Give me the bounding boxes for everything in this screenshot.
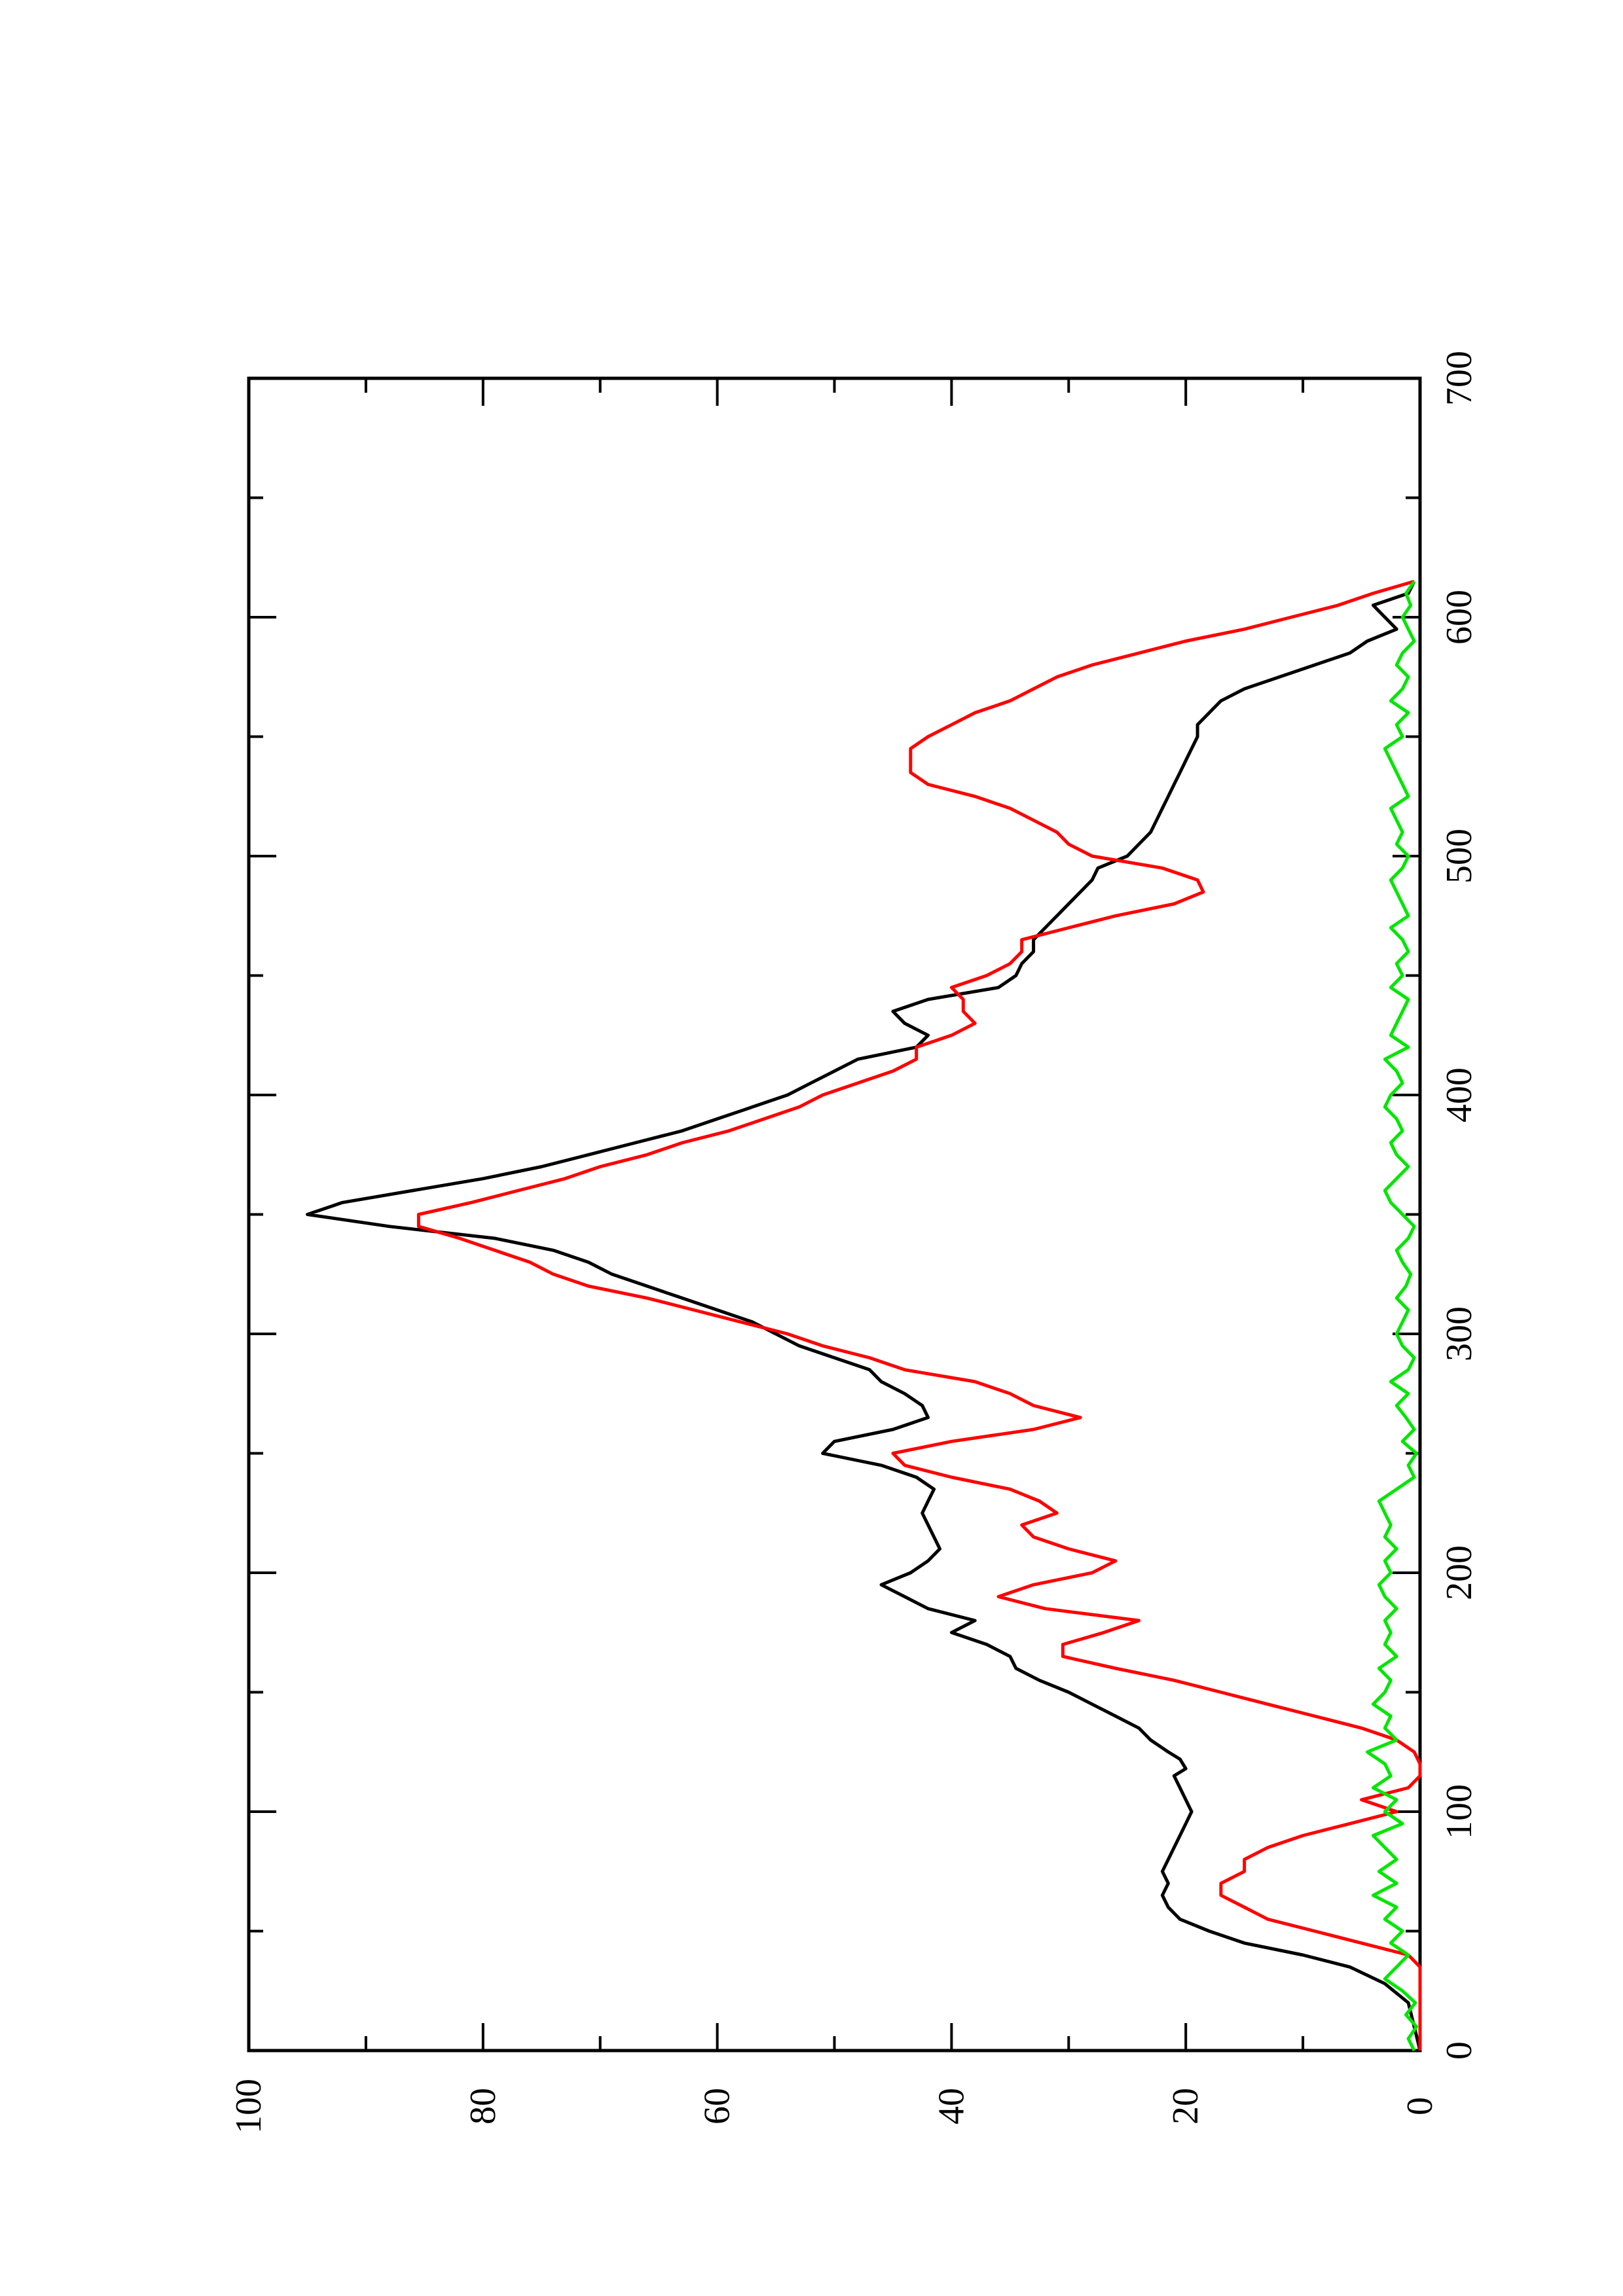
y-tick-label: 60 — [697, 2088, 738, 2125]
x-tick-label: 200 — [1439, 1545, 1480, 1600]
series-line-2 — [416, 579, 1422, 2051]
y-tick-label: 80 — [463, 2088, 503, 2125]
series-line-1 — [306, 581, 1422, 2051]
x-tick-label: 0 — [1439, 2041, 1480, 2060]
series-line-3 — [1366, 580, 1419, 2052]
axis-ticks — [247, 377, 1421, 2052]
tick-labels: 0 100 200 300 400 500 600 700 0 20 40 60 80 100 — [228, 351, 1480, 2134]
x-tick-label: 600 — [1439, 590, 1480, 645]
x-tick-label: 100 — [1439, 1784, 1480, 1839]
y-tick-label: 100 — [228, 2079, 269, 2134]
y-tick-label: 40 — [931, 2088, 972, 2125]
y-tick-label: 20 — [1165, 2088, 1206, 2125]
y-tick-label: 0 — [1400, 2097, 1440, 2115]
x-tick-label: 500 — [1439, 829, 1480, 884]
series-layer — [306, 579, 1422, 2052]
x-tick-label: 700 — [1439, 351, 1480, 406]
x-tick-label: 400 — [1439, 1067, 1480, 1122]
x-tick-label: 300 — [1439, 1306, 1480, 1361]
